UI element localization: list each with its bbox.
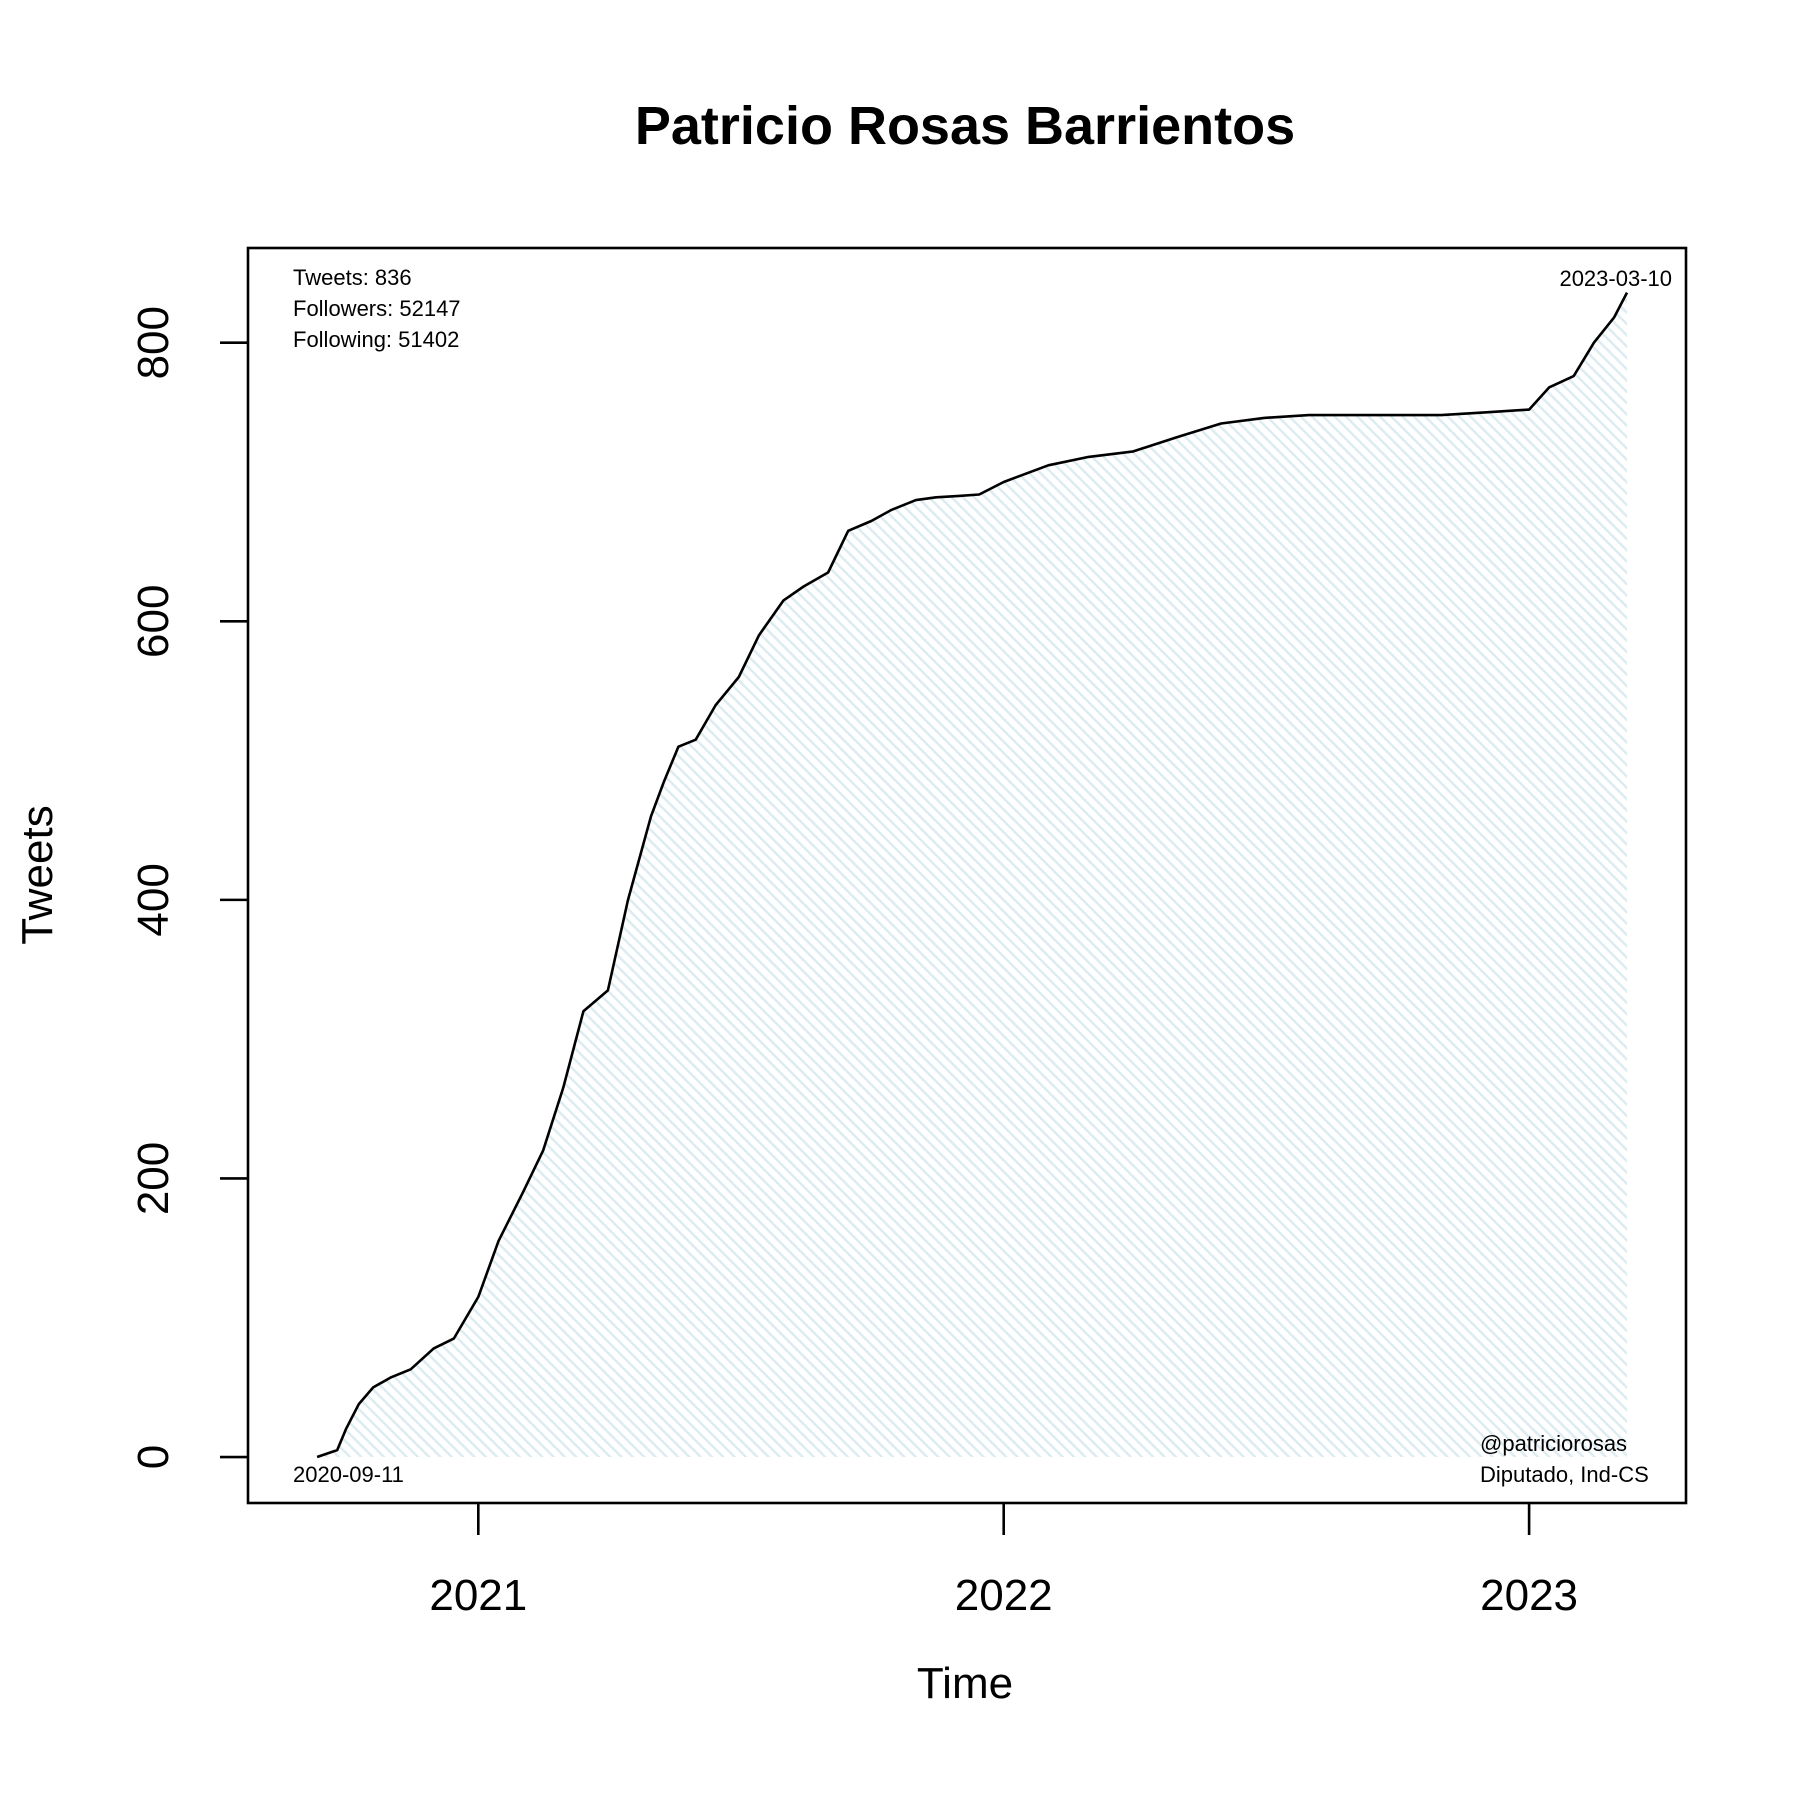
account-description: Diputado, Ind-CS: [1480, 1462, 1649, 1487]
stat-tweets: Tweets: 836: [293, 265, 412, 290]
x-axis: 2021 2022 2023: [429, 1503, 1578, 1620]
y-tick-label: 800: [129, 306, 178, 379]
cumulative-tweets-line: [316, 292, 1629, 1459]
y-tick-label: 200: [129, 1142, 178, 1215]
y-tick-label: 600: [129, 585, 178, 658]
stat-followers: Followers: 52147: [293, 296, 461, 321]
y-axis: 0 200 400 600 800: [129, 306, 248, 1469]
x-axis-title: Time: [917, 1659, 1013, 1708]
x-tick-label: 2021: [429, 1571, 527, 1620]
account-handle: @patriciorosas: [1480, 1431, 1627, 1456]
y-tick-label: 400: [129, 863, 178, 936]
end-date-label: 2023-03-10: [1559, 266, 1672, 291]
plot-frame: [246, 246, 1688, 1505]
chart-title: Patricio Rosas Barrientos: [635, 96, 1295, 156]
y-tick-label: 0: [129, 1445, 178, 1469]
start-date-label: 2020-09-11: [293, 1462, 404, 1487]
x-tick-label: 2022: [955, 1571, 1053, 1620]
stat-following: Following: 51402: [293, 327, 459, 352]
y-axis-title: Tweets: [13, 805, 62, 944]
cumulative-tweets-area: [317, 292, 1628, 1458]
x-tick-label: 2023: [1480, 1571, 1578, 1620]
